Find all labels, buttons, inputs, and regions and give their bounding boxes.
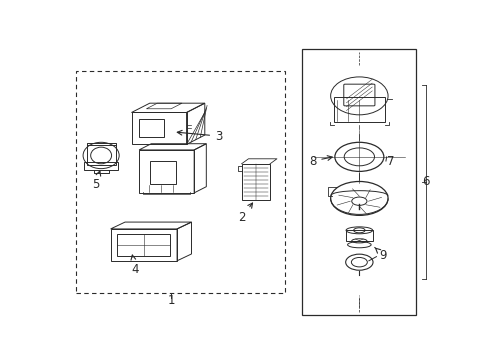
Text: 7: 7 <box>387 154 394 167</box>
Bar <box>242 164 270 200</box>
Text: 1: 1 <box>168 294 175 307</box>
Bar <box>139 150 194 193</box>
Text: 4: 4 <box>131 255 139 276</box>
Bar <box>111 229 177 261</box>
Text: 3: 3 <box>177 130 222 143</box>
Bar <box>84 162 118 170</box>
Text: 5: 5 <box>92 171 100 191</box>
Bar <box>150 161 176 184</box>
Bar <box>131 112 187 144</box>
Text: 2: 2 <box>238 203 252 224</box>
Text: 9: 9 <box>375 247 387 262</box>
Bar <box>346 230 373 241</box>
Bar <box>302 49 416 315</box>
Bar <box>87 145 116 165</box>
Bar <box>76 71 285 293</box>
Bar <box>118 234 170 256</box>
Text: 8: 8 <box>309 154 332 167</box>
Text: 6: 6 <box>422 175 430 188</box>
Bar <box>139 120 164 138</box>
Bar <box>334 97 385 122</box>
